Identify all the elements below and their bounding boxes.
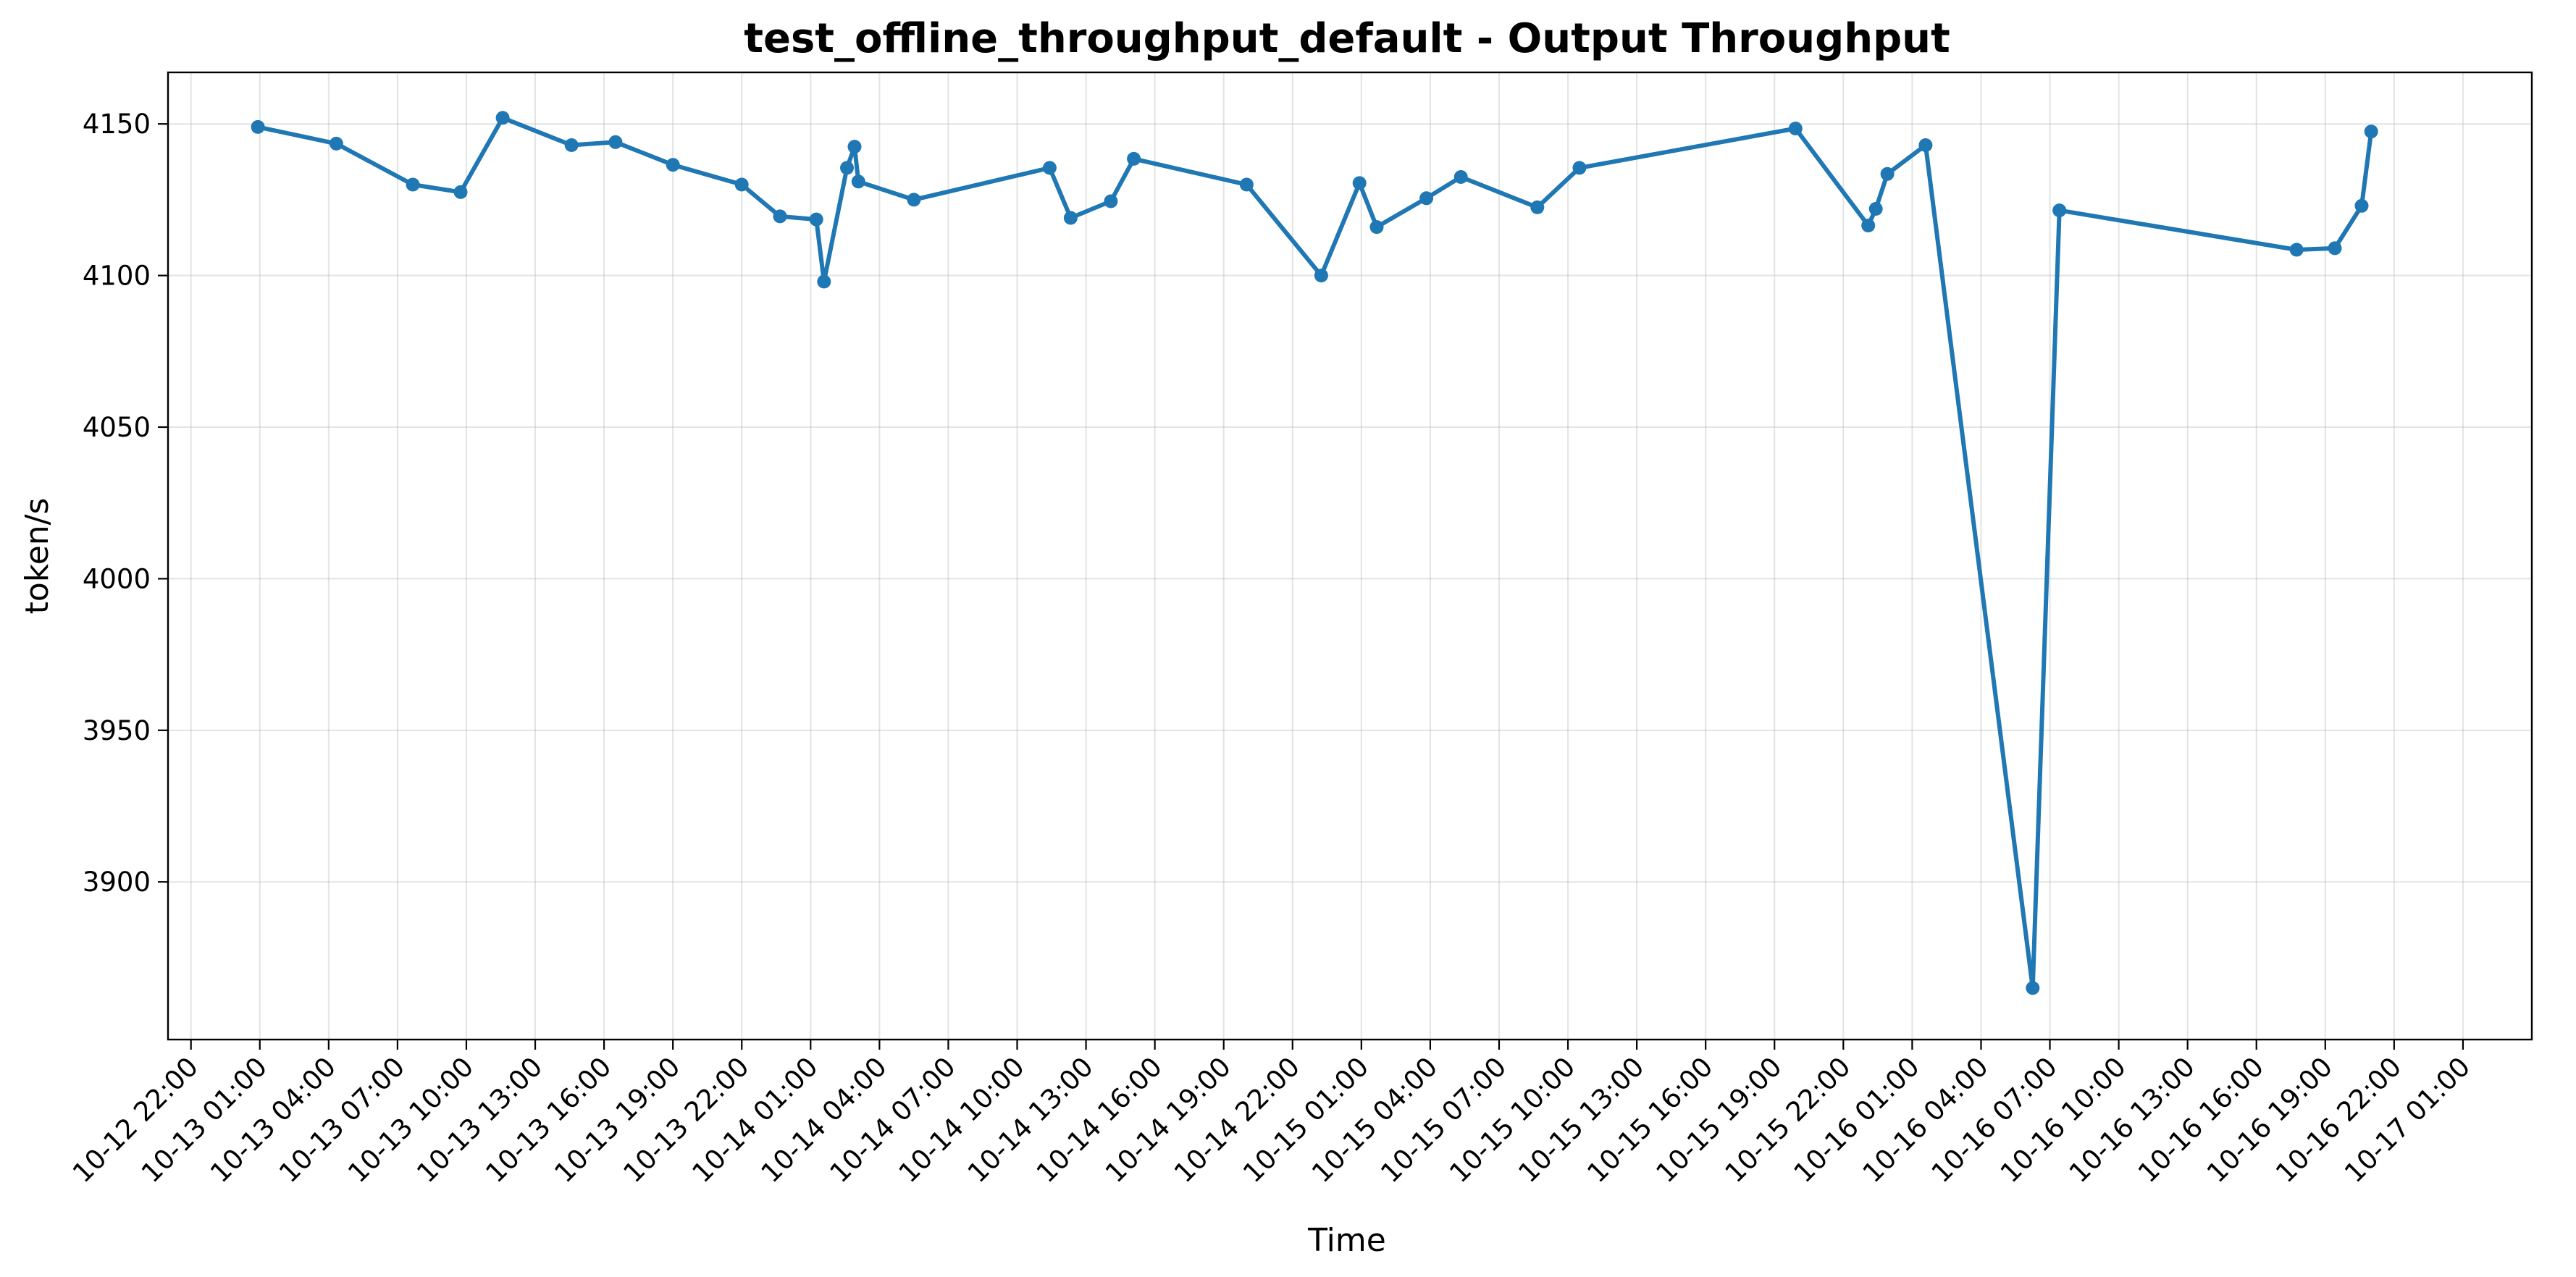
- data-point: [2052, 203, 2067, 218]
- series-line: [256, 115, 2374, 990]
- data-point: [608, 135, 623, 149]
- y-tick-label: 3950: [83, 715, 151, 746]
- chart-title: test_offline_throughput_default - Output…: [744, 15, 1950, 62]
- data-point: [1868, 202, 1883, 216]
- data-point: [2328, 241, 2342, 256]
- data-point: [1530, 200, 1545, 214]
- data-point: [495, 111, 510, 125]
- y-tick-label: 4000: [83, 563, 151, 594]
- data-point: [1861, 219, 1876, 232]
- data-point: [2364, 125, 2378, 139]
- data-point: [809, 212, 823, 227]
- data-point: [734, 177, 749, 192]
- y-tick-label: 3900: [83, 867, 151, 898]
- data-point: [666, 158, 680, 172]
- data-point: [1104, 194, 1118, 208]
- data-point: [1419, 191, 1434, 206]
- data-point: [1352, 176, 1367, 190]
- data-point: [1788, 122, 1803, 135]
- data-point: [1063, 211, 1078, 225]
- grid-layer: [168, 72, 2532, 1040]
- data-point: [1239, 177, 1254, 192]
- data-point: [840, 161, 854, 175]
- data-point: [1880, 167, 1895, 181]
- y-tick-label: 4050: [83, 412, 151, 443]
- y-tick-label: 4100: [83, 261, 151, 292]
- data-point: [773, 209, 787, 224]
- data-point: [406, 177, 420, 192]
- data-point: [1127, 151, 1141, 166]
- data-point: [851, 174, 865, 189]
- y-axis: 3900 3950 4000 4050 4100 4150: [83, 109, 168, 898]
- y-axis-label: token/s: [19, 498, 56, 615]
- data-point: [2289, 243, 2304, 257]
- data-point: [251, 119, 265, 134]
- data-point: [907, 193, 921, 207]
- data-point: [2026, 981, 2040, 995]
- data-point: [1369, 220, 1384, 235]
- data-point: [1918, 138, 1933, 152]
- data-point: [564, 138, 579, 152]
- data-point: [817, 274, 831, 289]
- data-point: [1042, 161, 1057, 175]
- data-point: [1314, 269, 1328, 283]
- data-point: [329, 136, 343, 151]
- plot-frame: [167, 71, 2533, 1041]
- data-point: [453, 185, 468, 199]
- data-point: [1572, 161, 1587, 175]
- y-tick-label: 4150: [83, 109, 151, 140]
- data-point: [1453, 170, 1468, 184]
- data-point: [847, 140, 862, 154]
- x-axis-label: Time: [1307, 1222, 1386, 1259]
- series-layer: [251, 111, 2378, 995]
- data-point: [2354, 198, 2369, 213]
